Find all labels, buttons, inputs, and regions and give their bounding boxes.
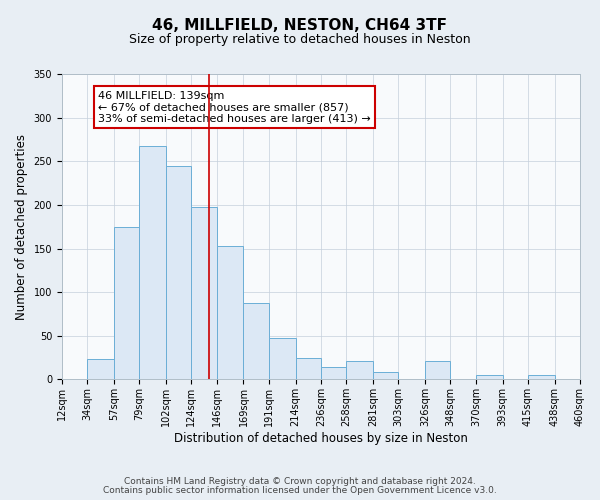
Bar (217, 246, 244, 380)
Bar (296, 358, 321, 380)
Bar (425, 361, 451, 380)
Bar (346, 361, 373, 380)
Bar (139, 146, 166, 380)
Text: 46, MILLFIELD, NESTON, CH64 3TF: 46, MILLFIELD, NESTON, CH64 3TF (152, 18, 448, 32)
Bar (269, 338, 296, 380)
Bar (244, 302, 269, 380)
Bar (166, 166, 191, 380)
Y-axis label: Number of detached properties: Number of detached properties (15, 134, 28, 320)
Bar (476, 375, 503, 380)
Text: Contains public sector information licensed under the Open Government Licence v3: Contains public sector information licen… (103, 486, 497, 495)
Bar (373, 372, 398, 380)
Text: Size of property relative to detached houses in Neston: Size of property relative to detached ho… (129, 32, 471, 46)
Bar (191, 206, 217, 380)
Bar (88, 360, 114, 380)
Text: Contains HM Land Registry data © Crown copyright and database right 2024.: Contains HM Land Registry data © Crown c… (124, 477, 476, 486)
Text: 46 MILLFIELD: 139sqm
← 67% of detached houses are smaller (857)
33% of semi-deta: 46 MILLFIELD: 139sqm ← 67% of detached h… (98, 91, 371, 124)
Bar (528, 375, 554, 380)
X-axis label: Distribution of detached houses by size in Neston: Distribution of detached houses by size … (174, 432, 468, 445)
Bar (321, 367, 346, 380)
Bar (114, 226, 139, 380)
